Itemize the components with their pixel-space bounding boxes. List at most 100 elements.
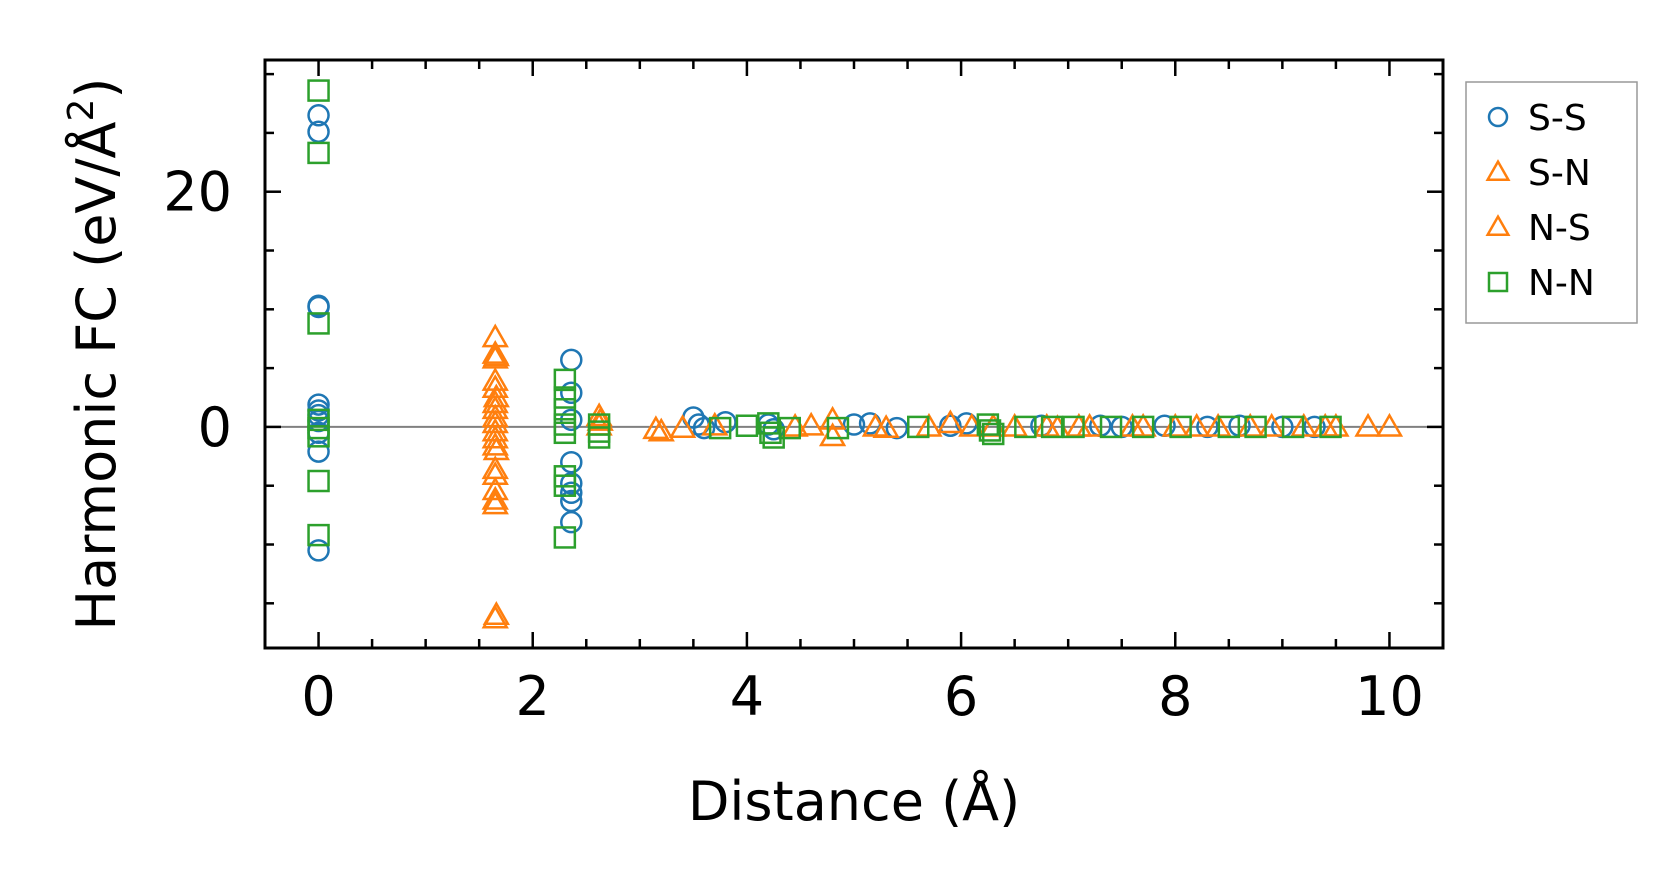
data-point-s-n [481, 461, 509, 486]
data-point-n-n [735, 414, 759, 437]
legend-marker-s-s [1487, 106, 1509, 128]
data-point-n-n [307, 469, 330, 493]
legend-label-s-s: S-S [1528, 98, 1587, 139]
data-point-n-n [307, 425, 330, 448]
axis-ticks [263, 60, 1445, 648]
x-tick-label: 6 [944, 665, 978, 728]
y-tick-label: 0 [198, 396, 232, 459]
data-point-s-n [481, 403, 509, 428]
data-point-n-n [981, 422, 1005, 446]
data-point-s-n [481, 485, 509, 510]
y-axis-label-end: ) [65, 78, 128, 99]
data-point-s-s [885, 416, 909, 440]
data-point-n-n [1131, 415, 1155, 439]
data-point-n-n [1281, 415, 1305, 439]
data-point-s-n [642, 415, 670, 440]
y-axis-label-superscript: 2 [61, 99, 102, 122]
data-point-n-n [1040, 415, 1064, 439]
data-point-n-n [553, 421, 577, 445]
legend-label-n-s: N-S [1528, 208, 1591, 249]
data-point-s-n [936, 409, 965, 434]
data-point-s-s [307, 440, 330, 463]
data-point-s-n [1354, 412, 1382, 437]
data-point-n-n [553, 474, 577, 497]
data-point-n-n [826, 416, 850, 440]
data-point-s-s [1303, 415, 1326, 439]
y-tick-label: 20 [163, 161, 232, 224]
data-point-n-n [907, 415, 930, 439]
data-point-n-n [553, 526, 577, 549]
data-point-n-n [778, 416, 801, 440]
legend-marker-n-s [1485, 214, 1511, 237]
data-point-n-n [978, 419, 1002, 442]
data-point-s-s [560, 450, 583, 474]
data-point-n-n [307, 141, 330, 165]
data-point-s-s [307, 104, 330, 127]
data-point-s-n [1375, 412, 1404, 437]
series-n-s [482, 342, 1339, 625]
y-axis-label: Harmonic FC (eV/Å2) [61, 78, 128, 631]
legend-label-n-n: N-N [1528, 263, 1595, 304]
data-point-n-n [587, 426, 611, 449]
data-points [307, 79, 1404, 629]
data-point-s-n [481, 417, 509, 442]
data-point-s-n [481, 424, 509, 449]
x-tick-labels: 0 2 4 6 8 10 [301, 665, 1423, 728]
data-point-s-s [939, 414, 962, 437]
data-point-n-n [307, 523, 330, 547]
data-point-s-s [692, 416, 716, 440]
data-point-s-s [560, 481, 583, 505]
x-tick-label: 2 [516, 665, 550, 728]
legend-label-s-n: S-N [1528, 153, 1591, 194]
x-tick-label: 8 [1158, 665, 1192, 728]
data-point-n-n [553, 386, 577, 409]
legend-marker-n-n [1487, 271, 1509, 293]
data-point-s-s [1196, 415, 1219, 439]
x-tick-label: 0 [301, 665, 335, 728]
data-point-n-n [307, 79, 330, 102]
legend-frame [1465, 81, 1638, 324]
data-point-n-n [553, 368, 577, 392]
series-n-n [307, 79, 1342, 549]
data-point-n-s [1129, 412, 1157, 437]
series-s-s [307, 104, 1326, 562]
data-point-s-s [560, 472, 583, 495]
data-point-s-s [307, 539, 330, 562]
x-tick-label: 10 [1355, 665, 1424, 728]
data-point-n-n [553, 398, 577, 421]
data-point-n-s [482, 436, 510, 461]
data-point-n-n [1062, 415, 1085, 439]
legend: S-S S-N N-S N-N [1465, 81, 1638, 324]
legend-marker-s-n [1485, 159, 1511, 182]
data-point-n-n [1014, 415, 1037, 439]
data-point-n-n [1169, 415, 1192, 439]
series-s-n [481, 323, 1404, 629]
data-point-s-s [307, 393, 330, 416]
data-point-n-s [979, 412, 1007, 437]
data-point-s-n [481, 455, 509, 480]
data-point-n-s [482, 383, 510, 408]
data-point-n-s [482, 342, 510, 367]
data-point-s-s [842, 413, 866, 436]
data-point-n-s [861, 412, 890, 437]
data-point-n-n [1319, 415, 1342, 439]
data-point-n-n [708, 416, 732, 440]
data-point-s-n [481, 431, 509, 456]
data-point-s-s [560, 381, 583, 405]
y-tick-labels: 0 20 [163, 161, 232, 459]
data-point-s-n [481, 490, 509, 515]
data-point-n-s [482, 601, 510, 625]
data-point-n-n [1099, 415, 1123, 439]
data-point-s-s [560, 348, 583, 372]
data-point-n-s [797, 411, 825, 436]
data-point-n-s [586, 407, 614, 431]
plot-frame [263, 58, 1445, 650]
data-point-n-n [553, 413, 577, 436]
data-point-n-s [647, 417, 675, 442]
data-point-s-s [307, 295, 330, 319]
x-tick-label: 4 [730, 665, 764, 728]
x-axis-label: Distance (Å) [688, 769, 1020, 833]
data-point-s-n [481, 476, 509, 501]
y-axis-label-main: Harmonic FC (eV/Å [64, 121, 128, 630]
